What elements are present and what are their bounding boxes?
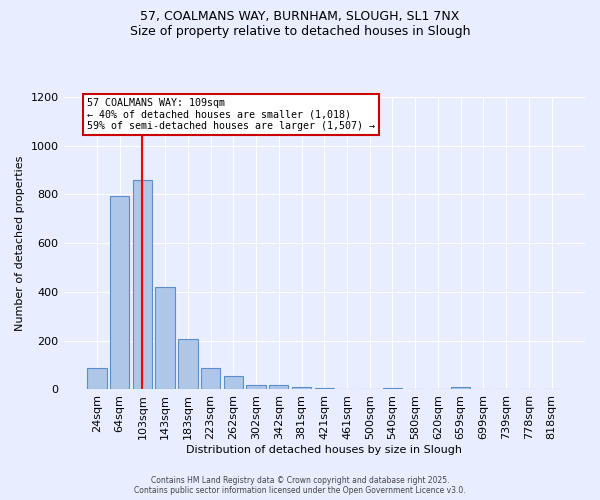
Bar — [247, 384, 266, 390]
Bar — [451, 387, 470, 390]
Text: Contains HM Land Registry data © Crown copyright and database right 2025.
Contai: Contains HM Land Registry data © Crown c… — [134, 476, 466, 495]
X-axis label: Distribution of detached houses by size in Slough: Distribution of detached houses by size … — [186, 445, 462, 455]
Bar — [269, 384, 289, 390]
Text: 57 COALMANS WAY: 109sqm
← 40% of detached houses are smaller (1,018)
59% of semi: 57 COALMANS WAY: 109sqm ← 40% of detache… — [88, 98, 376, 132]
Y-axis label: Number of detached properties: Number of detached properties — [15, 156, 25, 331]
Bar — [87, 368, 107, 390]
Bar — [110, 196, 130, 390]
Bar — [201, 368, 220, 390]
Bar — [383, 388, 402, 390]
Bar — [155, 287, 175, 390]
Bar — [314, 388, 334, 390]
Bar — [224, 376, 243, 390]
Text: 57, COALMANS WAY, BURNHAM, SLOUGH, SL1 7NX
Size of property relative to detached: 57, COALMANS WAY, BURNHAM, SLOUGH, SL1 7… — [130, 10, 470, 38]
Bar — [292, 387, 311, 390]
Bar — [178, 340, 197, 390]
Bar — [133, 180, 152, 390]
